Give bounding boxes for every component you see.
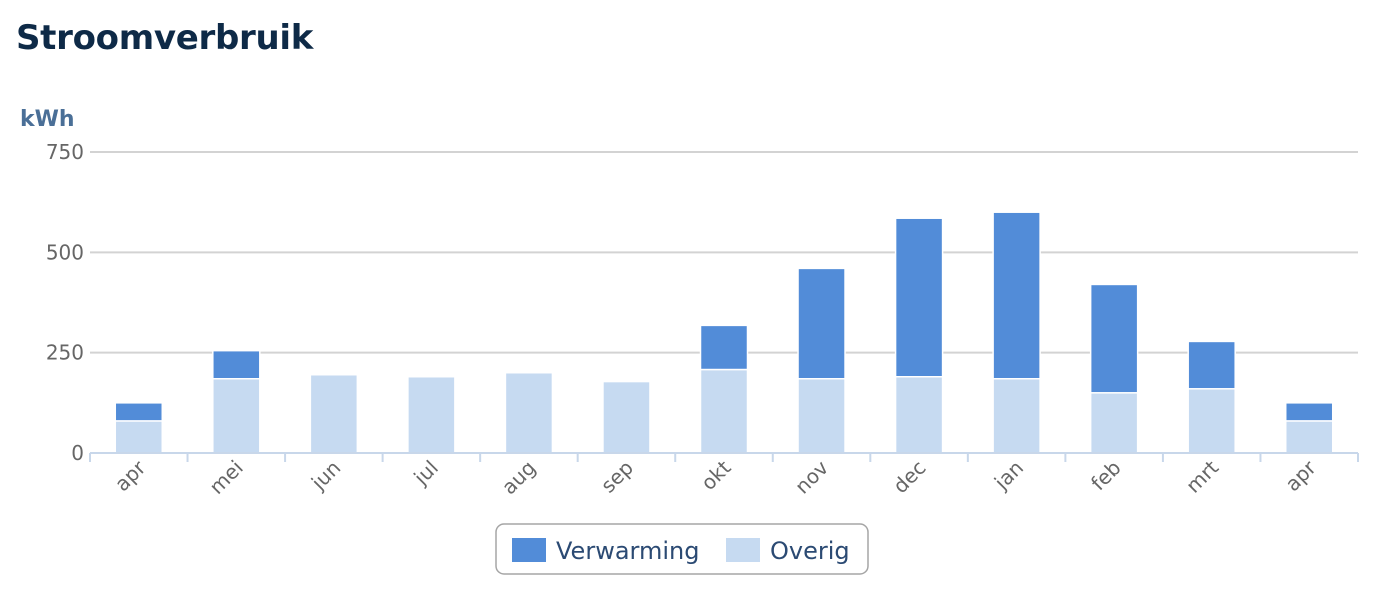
bar-overig-jul-3[interactable]: [407, 375, 456, 454]
bar-verwarming-nov-7[interactable]: [797, 267, 846, 380]
x-tick-label: jun: [306, 456, 346, 496]
bar-verwarming-apr-12[interactable]: [1284, 402, 1334, 422]
legend[interactable]: Verwarming Overig: [495, 523, 869, 575]
bar-verwarming-jan-9[interactable]: [992, 211, 1041, 380]
x-tick-label: mrt: [1181, 455, 1223, 497]
bar-overig-feb-10[interactable]: [1089, 392, 1139, 454]
bar-verwarming-dec-8[interactable]: [894, 217, 944, 378]
bar-verwarming-feb-10[interactable]: [1089, 283, 1139, 394]
legend-swatch-verwarming[interactable]: [512, 538, 546, 562]
x-tick-label: aug: [497, 456, 541, 500]
y-axis-unit: kWh: [20, 107, 75, 132]
x-tick-label: apr: [110, 455, 151, 496]
x-tick-label: jan: [989, 456, 1028, 495]
page-title: Stroomverbruik: [16, 18, 314, 58]
legend-label-verwarming[interactable]: Verwarming: [556, 537, 699, 565]
x-tick-label: okt: [696, 455, 735, 494]
x-tick-label: feb: [1086, 456, 1126, 496]
bar-overig-mei-1[interactable]: [212, 378, 261, 454]
bar-overig-sep-5[interactable]: [602, 380, 651, 454]
x-tick-label: dec: [888, 456, 930, 498]
bar-overig-apr-0[interactable]: [114, 420, 164, 454]
x-tick-label: apr: [1280, 455, 1321, 496]
x-tick-label: sep: [596, 456, 638, 498]
y-tick-label: 500: [46, 240, 84, 264]
legend-label-overig[interactable]: Overig: [770, 537, 850, 565]
legend-swatch-overig[interactable]: [726, 538, 760, 562]
x-tick-label: jul: [408, 456, 443, 491]
bar-overig-jan-9[interactable]: [992, 378, 1041, 454]
bar-verwarming-apr-0[interactable]: [114, 402, 164, 422]
bar-overig-jun-2[interactable]: [309, 373, 359, 454]
bar-layer: [114, 211, 1334, 454]
bar-overig-okt-6[interactable]: [699, 368, 749, 454]
bar-overig-mrt-11[interactable]: [1187, 388, 1236, 454]
bar-overig-dec-8[interactable]: [894, 375, 944, 454]
grid-layer: [90, 151, 1358, 354]
y-tick-label: 750: [46, 140, 84, 164]
bar-overig-aug-4[interactable]: [504, 371, 554, 454]
y-tick-label: 250: [46, 341, 84, 365]
bar-verwarming-okt-6[interactable]: [699, 324, 749, 371]
bar-overig-nov-7[interactable]: [797, 378, 846, 454]
bar-overig-apr-12[interactable]: [1284, 420, 1334, 454]
bar-verwarming-mei-1[interactable]: [212, 349, 261, 380]
bar-verwarming-mrt-11[interactable]: [1187, 340, 1236, 390]
x-tick-label: mei: [204, 456, 247, 499]
y-tick-label: 0: [71, 441, 84, 465]
legend-box: [495, 523, 869, 575]
x-tick-label: nov: [790, 455, 833, 498]
